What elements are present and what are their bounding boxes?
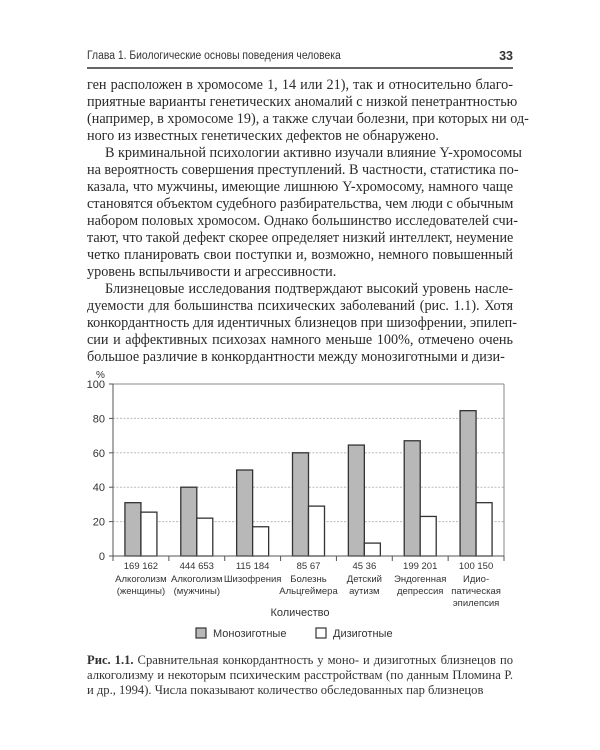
y-tick-label: 80 bbox=[93, 413, 105, 425]
bar-monozygotic bbox=[403, 440, 421, 557]
caption-line: алкоголизму и некоторым психическим расс… bbox=[87, 668, 513, 682]
category-label: Алкоголизм bbox=[115, 574, 167, 585]
count-label: 169 162 bbox=[124, 561, 158, 572]
category-label: Болезнь bbox=[290, 574, 327, 585]
text-line: уровень вспыльчивости и агрессивности. bbox=[87, 264, 337, 280]
count-label: 45 36 bbox=[352, 561, 376, 572]
page-number: 33 bbox=[499, 49, 513, 63]
count-label: 444 653 bbox=[180, 561, 214, 572]
bar-monozygotic bbox=[180, 486, 198, 557]
y-tick-label: 0 bbox=[99, 551, 105, 563]
text-line: приятные варианты генетических аномалий … bbox=[87, 94, 518, 110]
category-label: Альцгеймера bbox=[279, 586, 338, 597]
text-line: (например, в хромосоме 19), а также случ… bbox=[87, 111, 529, 127]
category-label: Детский bbox=[347, 574, 382, 585]
count-label: 199 201 bbox=[403, 561, 437, 572]
category-label: аутизм bbox=[349, 586, 379, 597]
y-axis-unit: % bbox=[96, 370, 105, 381]
y-tick-label: 20 bbox=[93, 517, 105, 529]
caption-line: Сравнительная конкордантность у моно- и … bbox=[137, 653, 513, 667]
text-line: ного из известных генетических дефектов … bbox=[87, 128, 439, 144]
category-label: патическая bbox=[451, 586, 501, 597]
category-label: (женщины) bbox=[117, 586, 165, 597]
category-label: Идио- bbox=[463, 574, 489, 585]
category-label: (мужчины) bbox=[174, 586, 220, 597]
text-line: ген расположен в хромосоме 1, 14 или 21)… bbox=[87, 77, 513, 93]
text-line: дуемости для большинства психических заб… bbox=[87, 298, 513, 314]
text-line: казала, что мужчины, имеющие лишнюю Y-хр… bbox=[87, 179, 513, 195]
bar-dizygotic bbox=[419, 515, 437, 557]
text-line: тают, что такой дефект скорее определяет… bbox=[87, 230, 514, 246]
category-label: Эндогенная bbox=[394, 574, 446, 585]
y-tick-label: 100 bbox=[87, 379, 105, 391]
category-label: эпилепсия bbox=[453, 598, 499, 609]
legend-swatch bbox=[195, 627, 207, 639]
caption-label: Рис. 1.1. bbox=[87, 653, 134, 667]
category-label: депрессия bbox=[397, 586, 444, 597]
bar-dizygotic bbox=[251, 526, 270, 557]
bar-monozygotic bbox=[291, 452, 310, 557]
text-line: Близнецовые исследования подтверждают вы… bbox=[105, 281, 513, 297]
y-tick-label: 60 bbox=[93, 448, 105, 460]
bar-dizygotic bbox=[475, 502, 493, 557]
legend-label: Дизиготные bbox=[333, 628, 393, 640]
bar-monozygotic bbox=[235, 469, 254, 557]
running-header: Глава 1. Биологические основы поведения … bbox=[87, 49, 513, 69]
bar-dizygotic bbox=[196, 517, 214, 557]
body-text: ген расположен в хромосоме 1, 14 или 21)… bbox=[87, 77, 529, 366]
text-line: В криминальной психологии активно изучал… bbox=[105, 145, 522, 161]
y-tick-label: 40 bbox=[93, 482, 105, 494]
text-line: становятся объектом судебного разбирател… bbox=[87, 196, 514, 212]
caption-line: и др., 1994). Числа показывают количеств… bbox=[87, 683, 484, 697]
figure-caption: Рис. 1.1. Сравнительная конкордантность … bbox=[87, 653, 513, 698]
text-line: сии и аффективных психозах намного меньш… bbox=[87, 332, 513, 348]
category-label: Алкоголизм bbox=[171, 574, 223, 585]
bar-monozygotic bbox=[347, 444, 366, 557]
bar-monozygotic bbox=[459, 410, 477, 557]
category-label: Шизофрения bbox=[224, 574, 282, 585]
text-line: на вероятность совершения преступлений. … bbox=[87, 162, 519, 178]
legend-label: Монозиготные bbox=[213, 628, 286, 640]
bar-dizygotic bbox=[140, 511, 158, 557]
text-line: набором половых хромосом. Однако большин… bbox=[87, 213, 518, 229]
text-line: конкордантность для идентичных близнецов… bbox=[87, 315, 518, 331]
count-label: 115 184 bbox=[236, 561, 270, 572]
x-axis-label: Количество bbox=[270, 607, 329, 619]
legend-swatch bbox=[315, 627, 327, 639]
count-label: 100 150 bbox=[459, 561, 493, 572]
text-line: большое различие в конкордантности между… bbox=[87, 349, 505, 365]
count-label: 85 67 bbox=[297, 561, 321, 572]
bar-monozygotic bbox=[124, 502, 142, 557]
bar-dizygotic bbox=[363, 542, 382, 557]
text-line: четко планировать свои поступки и, возмо… bbox=[87, 247, 513, 263]
bar-dizygotic bbox=[307, 505, 326, 557]
chapter-title: Глава 1. Биологические основы поведения … bbox=[87, 50, 341, 62]
